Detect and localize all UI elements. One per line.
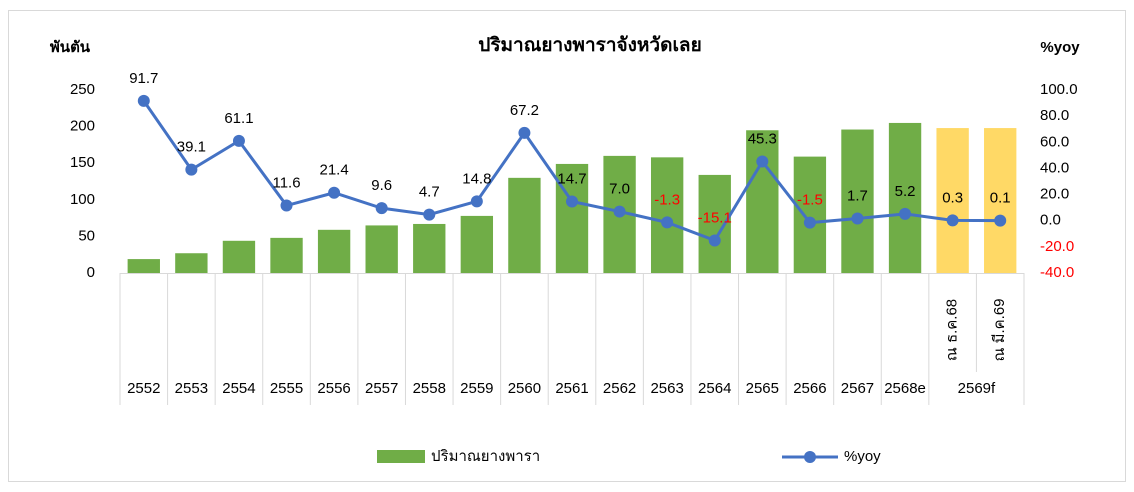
bar — [746, 130, 779, 273]
y2-tick-label: 100.0 — [1040, 81, 1078, 98]
y-tick-label: 200 — [70, 118, 95, 135]
x-tick-label: 2563 — [650, 380, 683, 397]
data-label: -1.5 — [797, 192, 823, 209]
data-label: 67.2 — [510, 102, 539, 119]
line-marker — [994, 214, 1007, 227]
legend-swatch — [377, 450, 425, 463]
x-tick-label: 2559 — [460, 380, 493, 397]
line-marker — [423, 208, 436, 221]
x-tick-label: 2556 — [317, 380, 350, 397]
x-tick-label: 2560 — [508, 380, 541, 397]
y2-tick-label: 0.0 — [1040, 212, 1061, 229]
bar — [555, 163, 589, 273]
y2-tick-label: 80.0 — [1040, 107, 1069, 124]
y-tick-label: 150 — [70, 154, 95, 171]
bar — [413, 223, 446, 273]
bar — [793, 156, 827, 273]
x-tick-label: 2564 — [698, 380, 731, 397]
y-tick-label: 250 — [70, 81, 95, 98]
line-marker — [185, 163, 198, 176]
bar — [365, 225, 398, 273]
legend-label: %yoy — [844, 448, 881, 465]
bar — [888, 122, 922, 273]
legend-label: ปริมาณยางพารา — [431, 448, 540, 465]
data-label: 61.1 — [224, 110, 253, 127]
line-marker — [232, 134, 245, 147]
line-marker — [470, 195, 483, 208]
line-marker — [708, 234, 721, 247]
data-label: 5.2 — [895, 183, 916, 200]
x-tick-label: 2566 — [793, 380, 826, 397]
y-tick-label: 50 — [78, 227, 95, 244]
data-label: 0.3 — [942, 189, 963, 206]
line-marker — [137, 94, 150, 107]
data-label: -1.3 — [654, 191, 680, 208]
line-marker — [613, 205, 626, 218]
x-tick-label: 2558 — [413, 380, 446, 397]
y2-tick-label: 40.0 — [1040, 159, 1069, 176]
line-marker — [280, 199, 293, 212]
data-label: 14.7 — [557, 170, 586, 187]
bar — [508, 177, 541, 273]
x-tick-label: 2557 — [365, 380, 398, 397]
x-tick-label: 2568e — [884, 380, 926, 397]
data-label: -15.1 — [698, 209, 732, 226]
x-tick-label: 2552 — [127, 380, 160, 397]
chart-title: ปริมาณยางพาราจังหวัดเลย — [478, 35, 701, 56]
y2-tick-label: -40.0 — [1040, 264, 1074, 281]
bar — [841, 129, 874, 273]
data-label: 4.7 — [419, 184, 440, 201]
legend-marker — [804, 451, 816, 463]
bar — [317, 229, 351, 273]
data-label: 9.6 — [371, 177, 392, 194]
bar — [270, 237, 303, 273]
line-marker — [803, 216, 816, 229]
line-marker — [328, 186, 341, 199]
x-tick-label: 2561 — [555, 380, 588, 397]
bar — [127, 259, 160, 273]
y2-axis-title: %yoy — [1040, 39, 1080, 56]
y2-tick-label: 20.0 — [1040, 186, 1069, 203]
x-tick-label: 2565 — [746, 380, 779, 397]
data-label: 14.8 — [462, 170, 491, 187]
x-tick-label: 2553 — [175, 380, 208, 397]
bar — [460, 215, 494, 273]
y-tick-label: 0 — [87, 264, 95, 281]
line-marker — [566, 195, 578, 208]
y2-tick-label: -20.0 — [1040, 238, 1074, 255]
line-marker — [851, 212, 864, 225]
data-label: 39.1 — [177, 139, 206, 156]
y2-tick-label: 60.0 — [1040, 133, 1069, 150]
x-tick-label: 2554 — [222, 380, 255, 397]
line-marker — [899, 207, 912, 220]
x-tick-label: ณ ธ.ค.68 — [944, 299, 961, 361]
bar — [222, 240, 256, 273]
data-label: 0.1 — [990, 190, 1011, 207]
bar — [984, 128, 1017, 273]
bar — [175, 253, 208, 273]
y-tick-label: 100 — [70, 191, 95, 208]
data-label: 11.6 — [272, 175, 300, 192]
x-tick-label: ณ มี.ค.69 — [991, 298, 1008, 361]
x-group-label: 2569f — [958, 380, 996, 397]
line-marker — [518, 126, 531, 139]
line-marker — [661, 216, 674, 229]
data-label: 45.3 — [748, 130, 777, 147]
line-marker — [946, 214, 959, 227]
x-tick-label: 2555 — [270, 380, 303, 397]
data-label: 7.0 — [609, 181, 630, 198]
y-axis-title: พันตัน — [50, 39, 91, 56]
data-label: 1.7 — [847, 187, 868, 204]
data-label: 91.7 — [129, 70, 158, 87]
line-marker — [756, 155, 769, 168]
data-label: 21.4 — [320, 162, 349, 179]
bar — [650, 157, 684, 273]
line-marker — [375, 202, 388, 215]
x-tick-label: 2562 — [603, 380, 636, 397]
x-tick-label: 2567 — [841, 380, 874, 397]
bar — [936, 128, 969, 273]
